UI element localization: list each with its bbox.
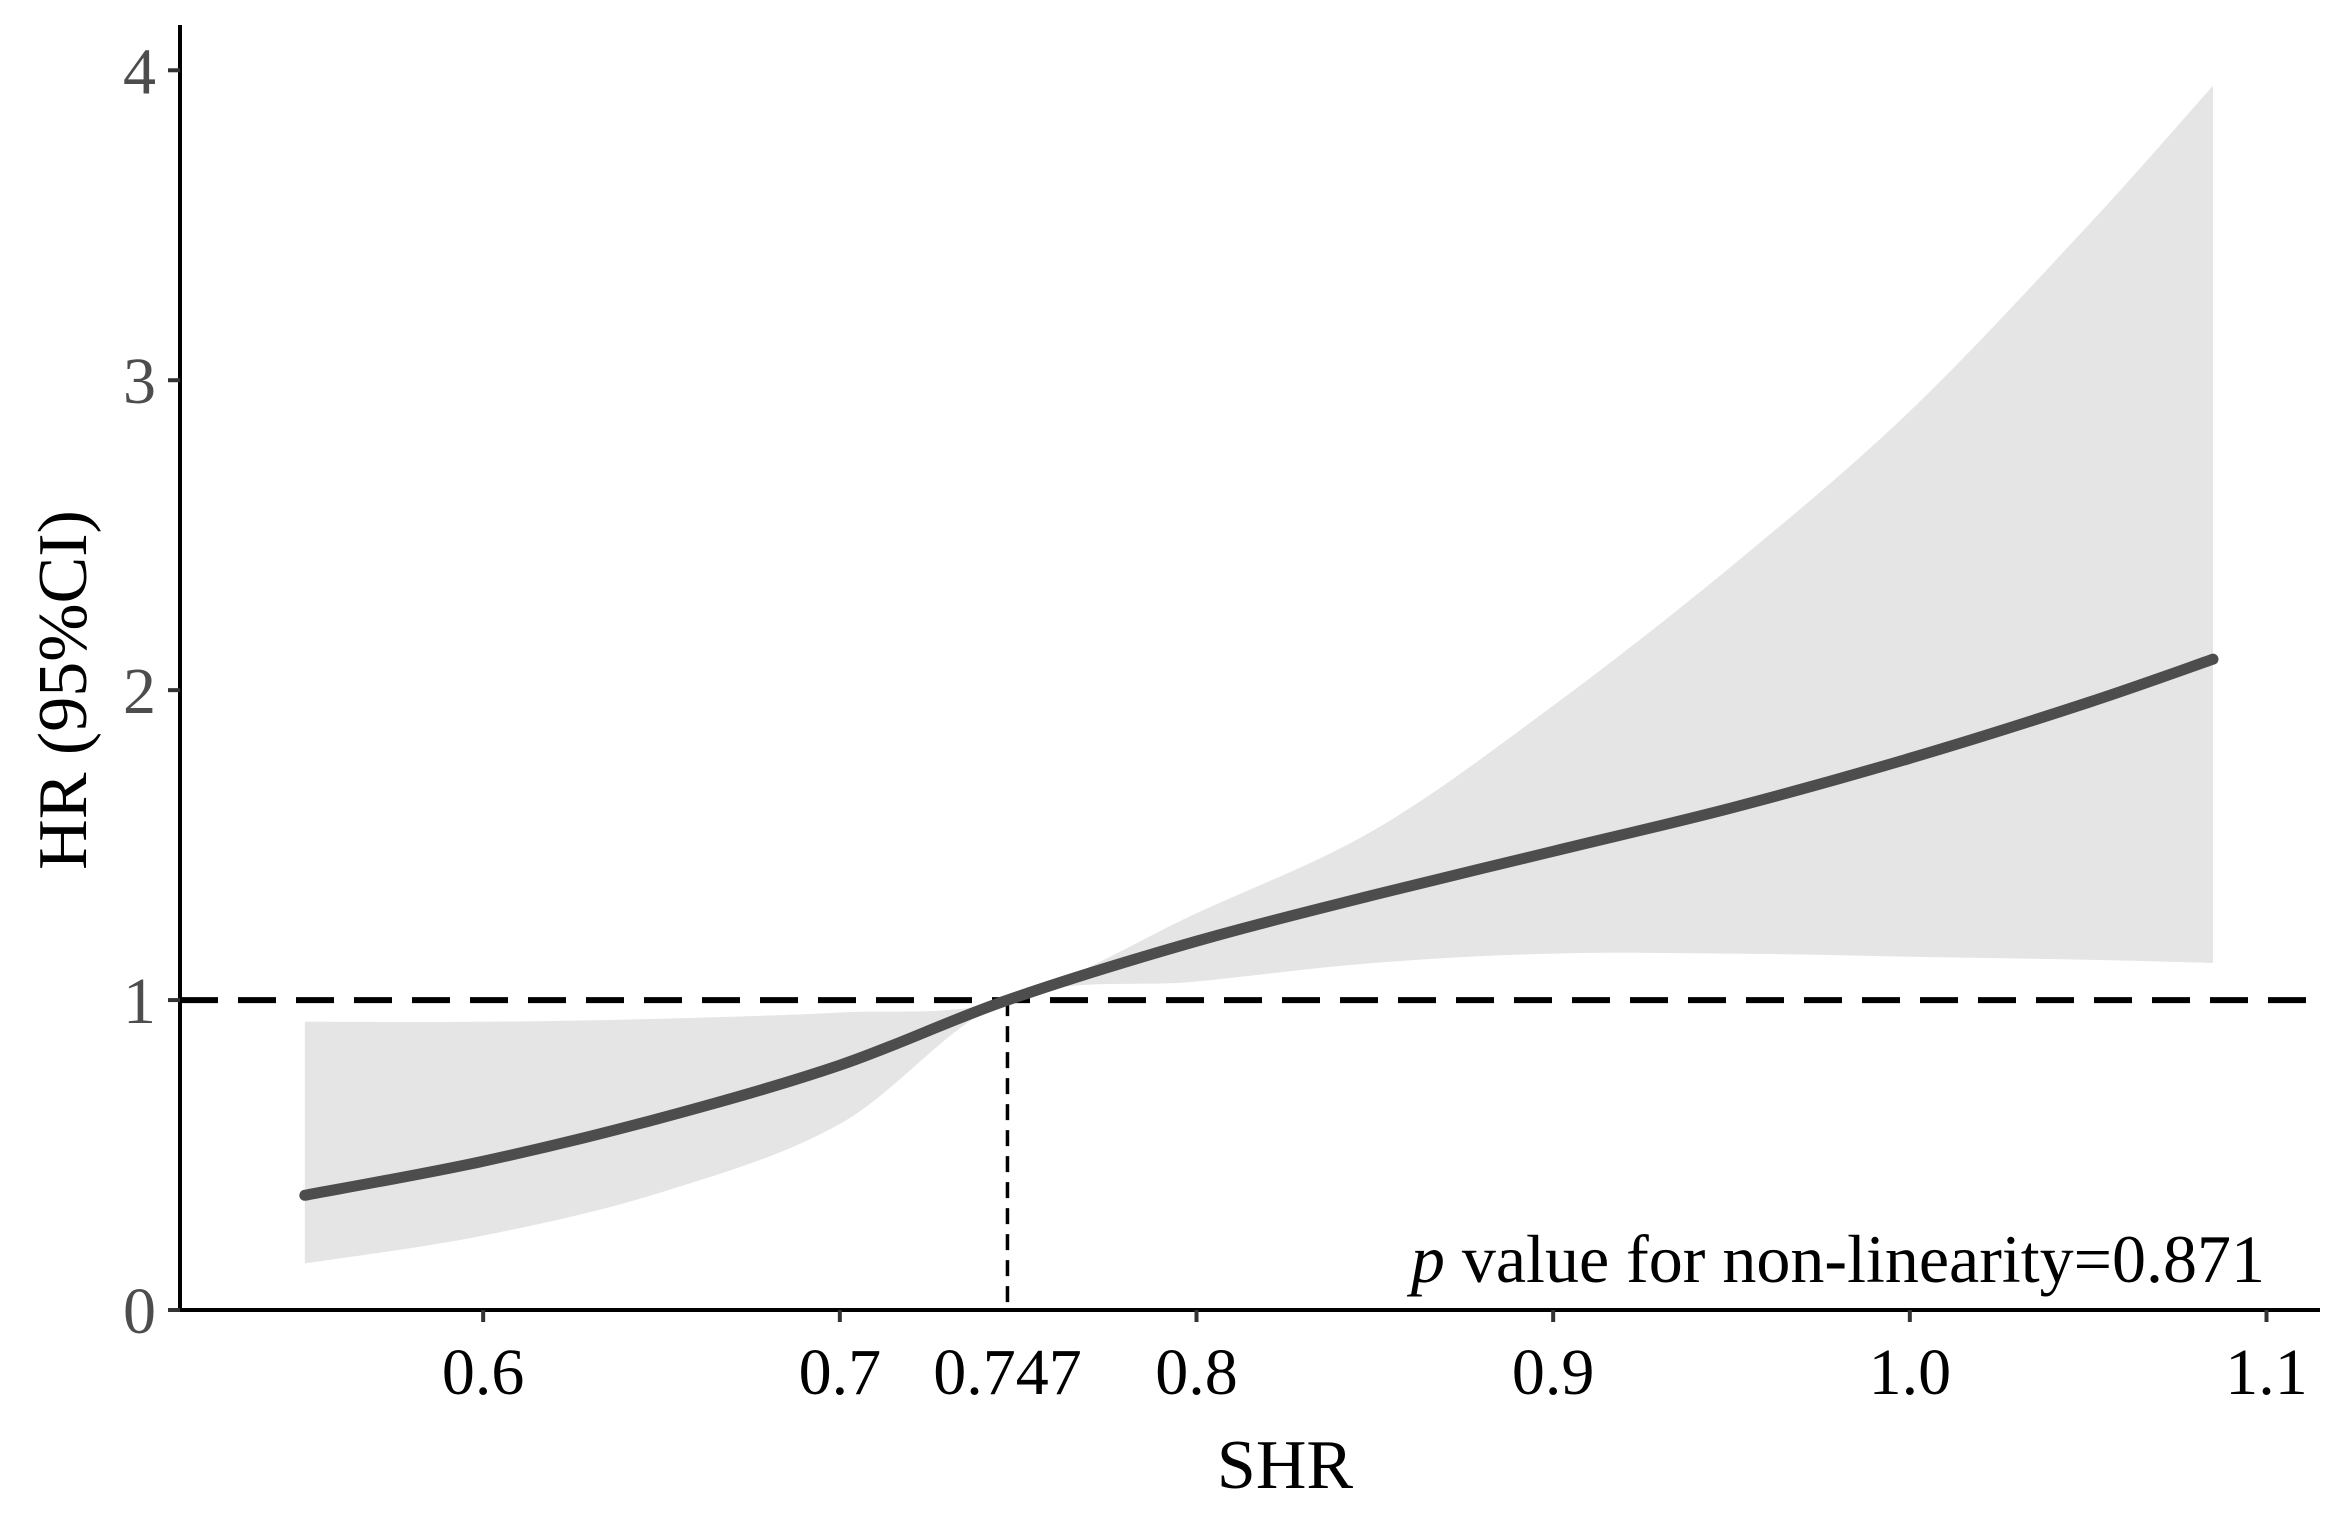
x-axis-title: SHR [1217, 1427, 1353, 1504]
y-tick-label: 3 [123, 345, 156, 418]
y-tick-label: 4 [123, 35, 156, 108]
x-tick-label: 0.8 [1155, 1336, 1238, 1409]
p-symbol: p [1407, 1221, 1445, 1297]
hr-curve [299, 653, 2219, 1201]
y-ticks: 0 1 2 3 4 [123, 35, 180, 1348]
axes: 0.6 0.7 0.747 0.8 0.9 1.0 1.1 0 1 2 3 4 [123, 25, 2320, 1409]
y-axis-title: HR (95%CI) [25, 510, 102, 870]
p-value-annotation: p value for non-linearity=0.871 [1407, 1221, 2265, 1297]
x-ticks: 0.6 0.7 0.747 0.8 0.9 1.0 1.1 [442, 1310, 2308, 1409]
confidence-band [304, 85, 2213, 1264]
x-tick-label: 0.7 [799, 1336, 882, 1409]
p-value-text: value for non-linearity=0.871 [1445, 1221, 2265, 1297]
x-tick-label: 0.9 [1512, 1336, 1595, 1409]
x-tick-label: 0.6 [442, 1336, 525, 1409]
plot-area [180, 85, 2320, 1310]
x-tick-label: 1.0 [1869, 1336, 1952, 1409]
y-tick-label: 1 [123, 965, 156, 1038]
y-tick-label: 0 [123, 1275, 156, 1348]
x-tick-label: 0.747 [933, 1336, 1082, 1409]
y-tick-label: 2 [123, 655, 156, 728]
x-tick-label: 1.1 [2225, 1336, 2308, 1409]
